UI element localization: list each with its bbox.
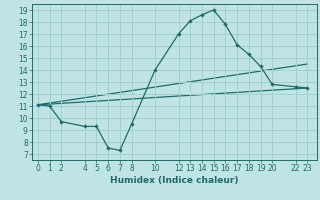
X-axis label: Humidex (Indice chaleur): Humidex (Indice chaleur) bbox=[110, 176, 239, 185]
